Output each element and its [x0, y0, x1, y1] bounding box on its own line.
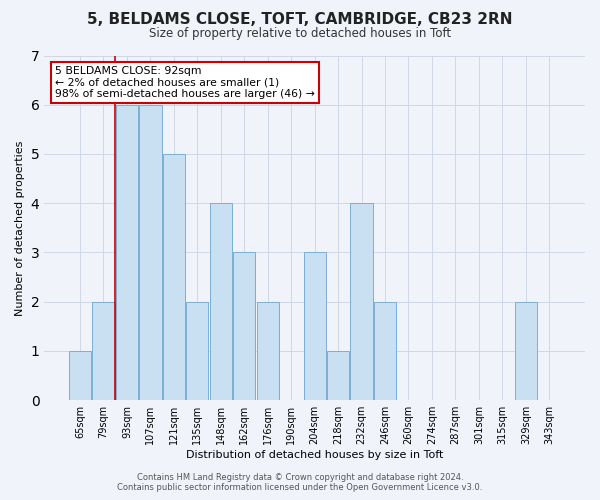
Y-axis label: Number of detached properties: Number of detached properties — [15, 140, 25, 316]
Text: 5, BELDAMS CLOSE, TOFT, CAMBRIDGE, CB23 2RN: 5, BELDAMS CLOSE, TOFT, CAMBRIDGE, CB23 … — [87, 12, 513, 28]
Bar — [92, 302, 115, 400]
Bar — [257, 302, 279, 400]
Bar — [233, 252, 256, 400]
Bar — [374, 302, 396, 400]
X-axis label: Distribution of detached houses by size in Toft: Distribution of detached houses by size … — [186, 450, 443, 460]
Text: Size of property relative to detached houses in Toft: Size of property relative to detached ho… — [149, 28, 451, 40]
Bar — [186, 302, 208, 400]
Bar — [327, 351, 349, 400]
Bar — [304, 252, 326, 400]
Bar — [350, 203, 373, 400]
Text: Contains HM Land Registry data © Crown copyright and database right 2024.
Contai: Contains HM Land Registry data © Crown c… — [118, 473, 482, 492]
Bar — [69, 351, 91, 400]
Bar — [139, 104, 161, 400]
Bar — [515, 302, 537, 400]
Text: 5 BELDAMS CLOSE: 92sqm
← 2% of detached houses are smaller (1)
98% of semi-detac: 5 BELDAMS CLOSE: 92sqm ← 2% of detached … — [55, 66, 315, 99]
Bar — [209, 203, 232, 400]
Bar — [116, 104, 138, 400]
Bar — [163, 154, 185, 400]
